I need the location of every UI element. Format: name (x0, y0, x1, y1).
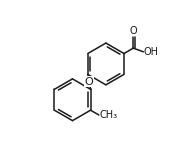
Text: CH₃: CH₃ (99, 110, 118, 120)
Text: O: O (85, 77, 94, 87)
Text: O: O (130, 27, 137, 36)
Text: OH: OH (144, 47, 159, 57)
